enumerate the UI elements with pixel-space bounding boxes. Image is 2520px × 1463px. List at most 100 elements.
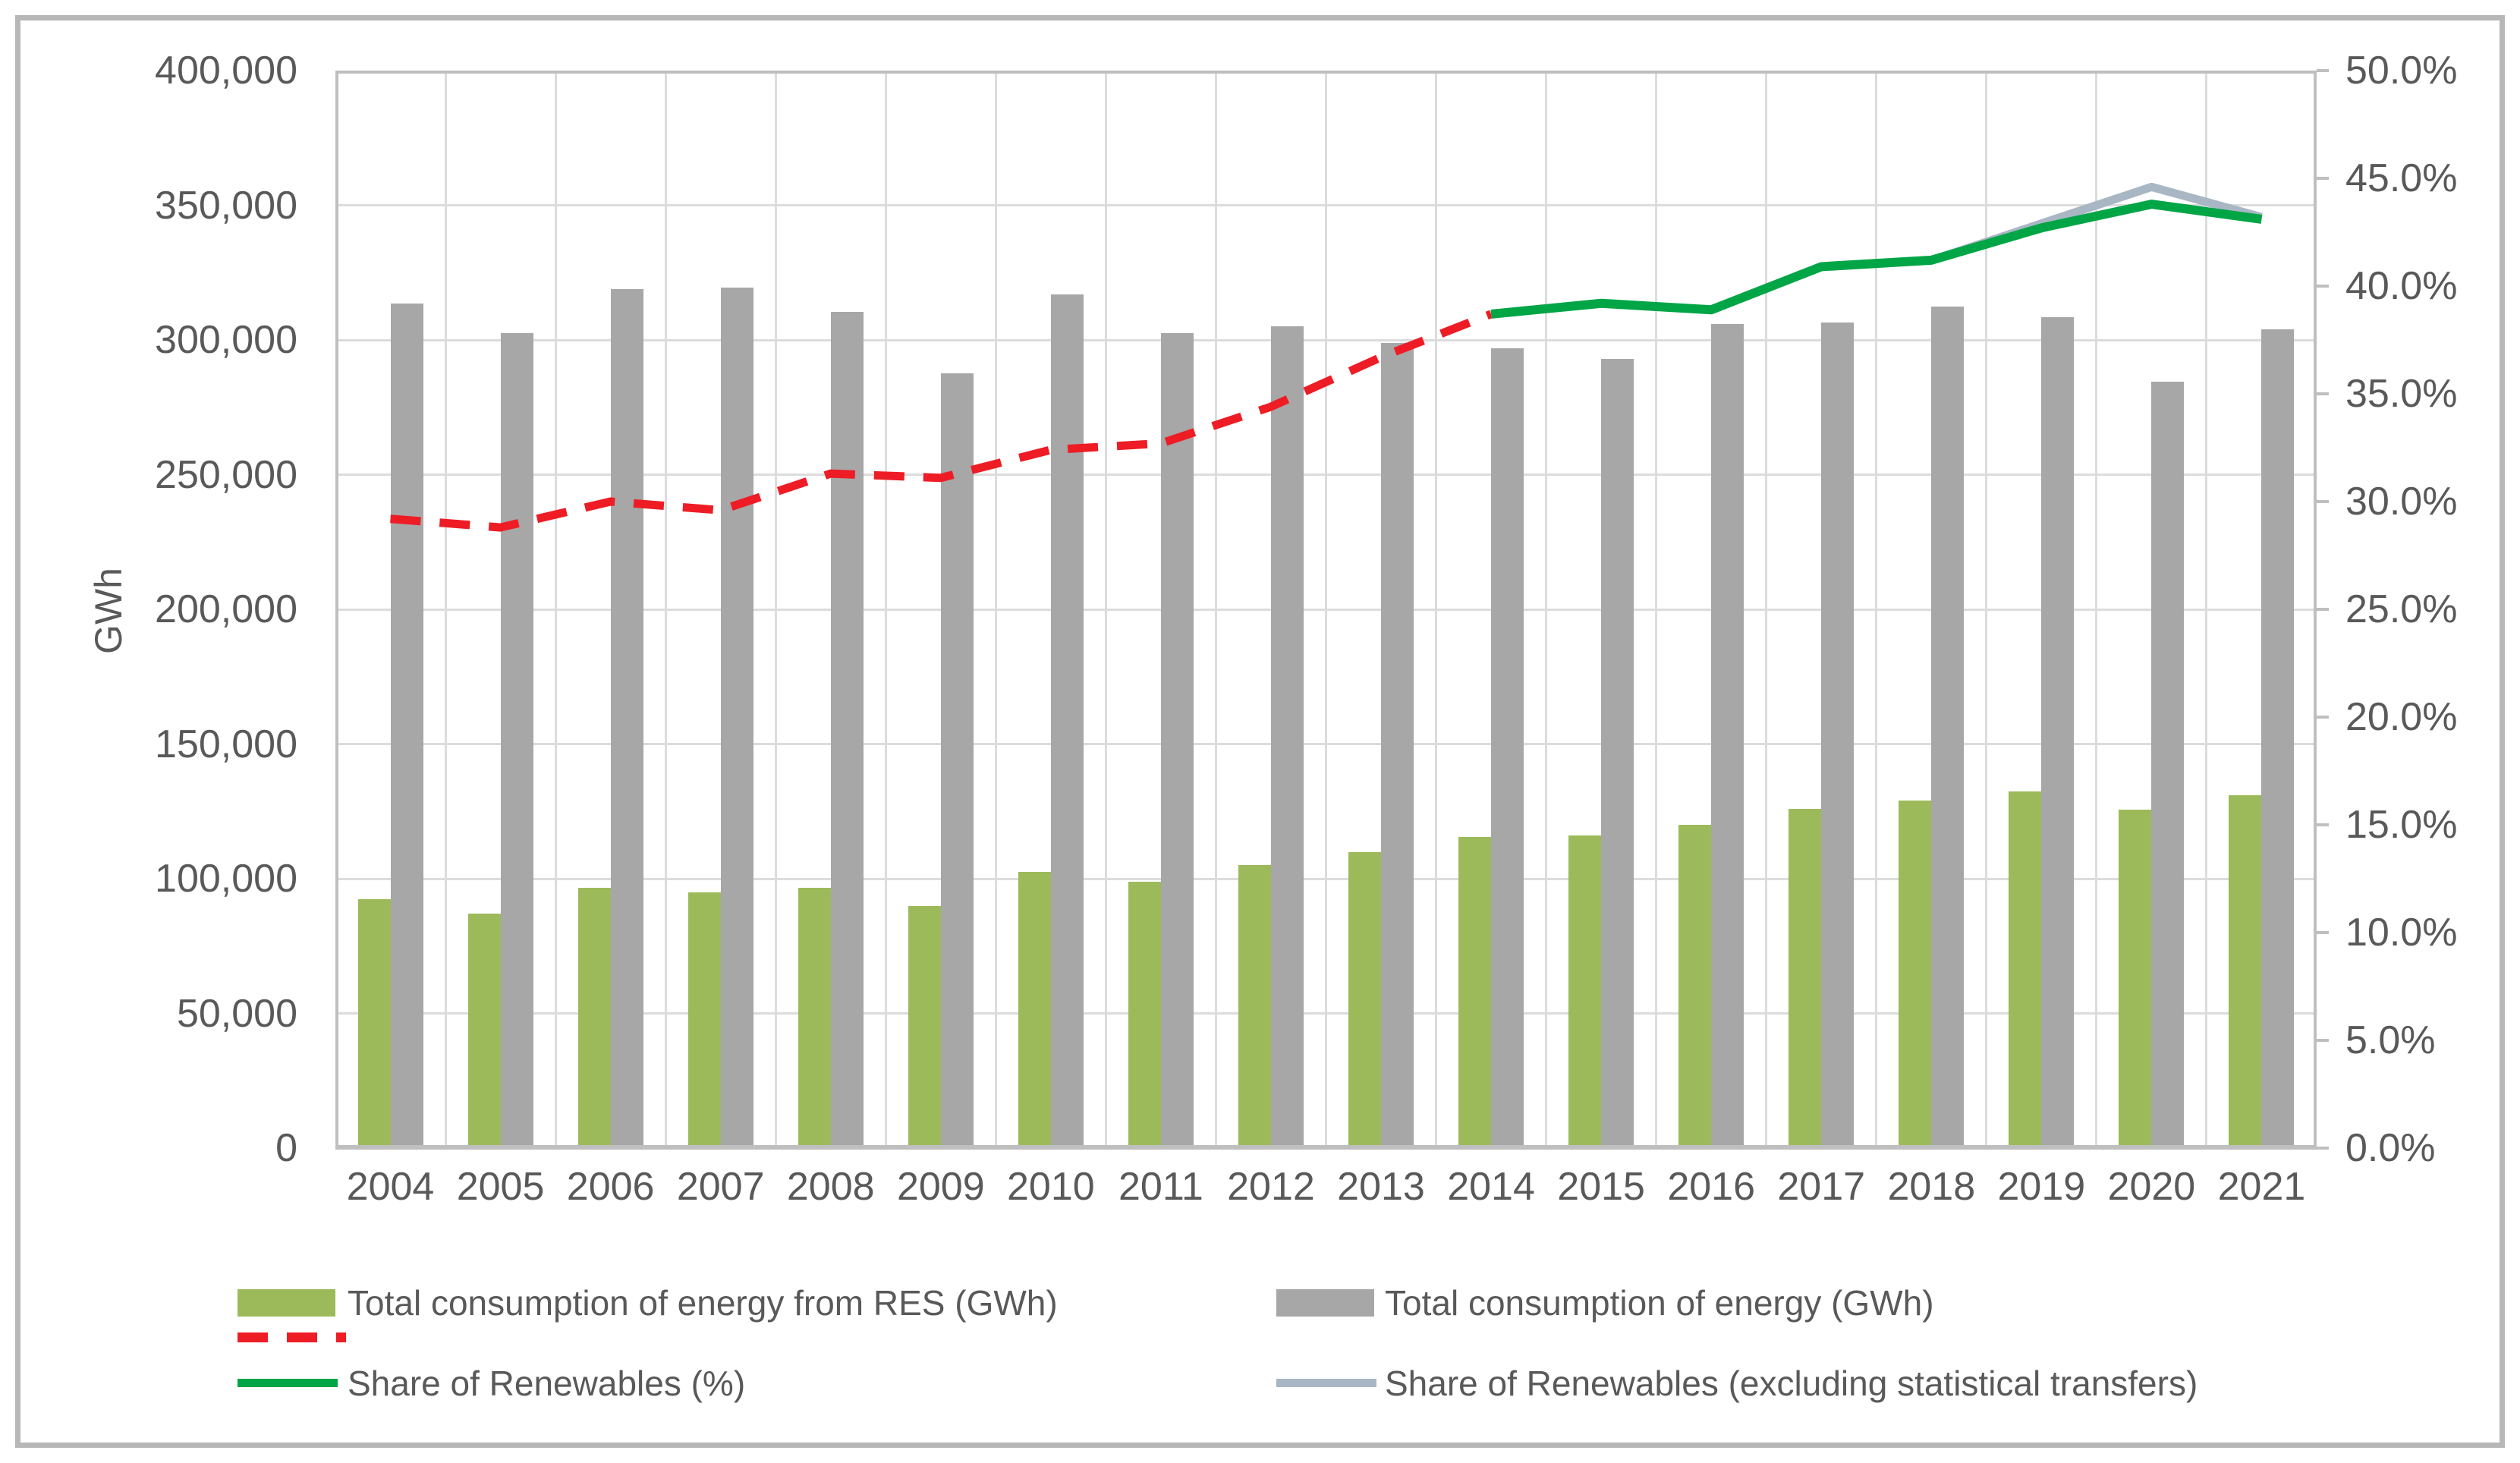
bar-total: [500, 333, 533, 1148]
plot-border-left: [335, 71, 338, 1148]
plot-area: [335, 71, 2317, 1150]
x-axis-tick-label: 2011: [1118, 1165, 1203, 1209]
bar-res: [2009, 791, 2042, 1148]
bar-total: [2261, 329, 2295, 1148]
line-share: [1490, 200, 2263, 319]
bar-res: [1678, 825, 1712, 1148]
y2-axis-tick-mark: [2317, 500, 2329, 503]
bar-res: [1128, 881, 1161, 1148]
y2-axis-tick-label: 10.0%: [2345, 911, 2458, 955]
bar-total: [2041, 316, 2075, 1148]
x-axis-tick-label: 2009: [896, 1165, 985, 1209]
vertical-gridline: [1985, 71, 1988, 1148]
x-axis-tick-label: 2008: [786, 1165, 875, 1209]
bar-res: [798, 888, 831, 1148]
y2-axis-tick-label: 15.0%: [2345, 803, 2458, 847]
y2-axis-tick-mark: [2317, 285, 2329, 288]
y2-axis-tick-mark: [2317, 716, 2329, 719]
legend-swatch-bar: [238, 1289, 335, 1317]
bar-total: [610, 288, 643, 1148]
x-axis-tick-label: 2020: [2107, 1165, 2196, 1209]
bar-res: [1789, 808, 1822, 1148]
y2-axis-tick-mark: [2317, 1147, 2329, 1150]
x-axis-tick-label: 2014: [1447, 1165, 1535, 1209]
vertical-gridline: [1545, 71, 1548, 1148]
vertical-gridline: [664, 71, 667, 1148]
bar-total: [1601, 358, 1634, 1148]
bar-total: [390, 304, 423, 1148]
legend-label: Total consumption of energy from RES (GW…: [348, 1283, 1058, 1323]
bar-res: [2229, 794, 2262, 1148]
vertical-gridline: [444, 71, 447, 1148]
bar-total: [2151, 382, 2185, 1148]
vertical-gridline: [2205, 71, 2208, 1148]
y2-axis-tick-mark: [2317, 69, 2329, 72]
bar-res: [1348, 851, 1382, 1148]
line-share-history-dashed: [390, 310, 1493, 532]
legend-label: Total consumption of energy (GWh): [1385, 1283, 1934, 1323]
bar-total: [940, 373, 974, 1148]
x-axis-tick-label: 2015: [1557, 1165, 1645, 1209]
y2-axis-tick-mark: [2317, 608, 2329, 611]
vertical-gridline: [1104, 71, 1107, 1148]
y-axis-tick-label: 100,000: [155, 857, 297, 901]
vertical-gridline: [1875, 71, 1878, 1148]
y2-axis-tick-mark: [2317, 392, 2329, 395]
y2-axis-tick-label: 35.0%: [2345, 372, 2458, 416]
y2-axis-tick-label: 20.0%: [2345, 695, 2458, 739]
legend-swatch-line: [238, 1379, 338, 1387]
y2-axis-tick-label: 45.0%: [2345, 156, 2458, 200]
line-series-layer: [390, 182, 2263, 532]
bar-res: [687, 892, 721, 1148]
bar-total: [830, 311, 864, 1148]
y-axis-tick-label: 250,000: [155, 452, 297, 497]
x-axis-tick-label: 2006: [566, 1165, 655, 1209]
plot-border-bottom: [335, 1145, 2317, 1150]
y2-axis-tick-label: 25.0%: [2345, 587, 2458, 631]
legend-label: Share of Renewables (%): [348, 1364, 746, 1403]
bar-total: [1050, 294, 1084, 1148]
y2-axis-tick-label: 40.0%: [2345, 264, 2458, 308]
bar-total: [1160, 333, 1194, 1148]
y-axis-tick-label: 200,000: [155, 587, 297, 631]
bar-res: [1568, 835, 1602, 1148]
y2-axis-tick-mark: [2317, 1039, 2329, 1042]
bar-res: [2119, 810, 2152, 1148]
x-axis-tick-label: 2010: [1007, 1165, 1095, 1209]
x-axis-tick-label: 2012: [1227, 1165, 1315, 1209]
bar-res: [1458, 836, 1492, 1148]
vertical-gridline: [554, 71, 557, 1148]
y2-axis-tick-label: 50.0%: [2345, 49, 2458, 93]
bar-total: [720, 287, 753, 1148]
bar-total: [1491, 348, 1524, 1148]
y-axis-tick-label: 150,000: [155, 722, 297, 766]
y2-axis-tick-label: 0.0%: [2345, 1126, 2436, 1170]
bar-res: [908, 905, 941, 1148]
bar-total: [1381, 342, 1414, 1148]
x-axis-tick-label: 2005: [456, 1165, 545, 1209]
bar-res: [467, 914, 501, 1148]
y2-axis-tick-mark: [2317, 931, 2329, 934]
y-axis-tick-label: 400,000: [155, 49, 297, 93]
legend-swatch-bar: [1276, 1289, 1374, 1317]
plot-border-right: [2314, 71, 2317, 1148]
vertical-gridline: [884, 71, 887, 1148]
y2-axis-tick-label: 30.0%: [2345, 480, 2458, 524]
plot-border-top: [335, 71, 2317, 74]
bar-total: [1711, 323, 1744, 1148]
bar-total: [1821, 322, 1855, 1148]
y-axis-tick-label: 50,000: [176, 991, 297, 1036]
legend-swatch-dashed-line: [238, 1332, 346, 1342]
chart-outer-frame: [15, 15, 2505, 1448]
bar-total: [1270, 326, 1304, 1148]
x-axis-tick-label: 2018: [1887, 1165, 1976, 1209]
x-axis-tick-label: 2019: [1997, 1165, 2086, 1209]
y2-axis-tick-mark: [2317, 177, 2329, 180]
vertical-gridline: [1214, 71, 1217, 1148]
x-axis-tick-label: 2007: [676, 1165, 765, 1209]
vertical-gridline: [1325, 71, 1327, 1148]
vertical-gridline: [1435, 71, 1438, 1148]
x-axis-tick-label: 2013: [1337, 1165, 1425, 1209]
legend-label: Share of Renewables (excluding statistic…: [1385, 1364, 2198, 1403]
